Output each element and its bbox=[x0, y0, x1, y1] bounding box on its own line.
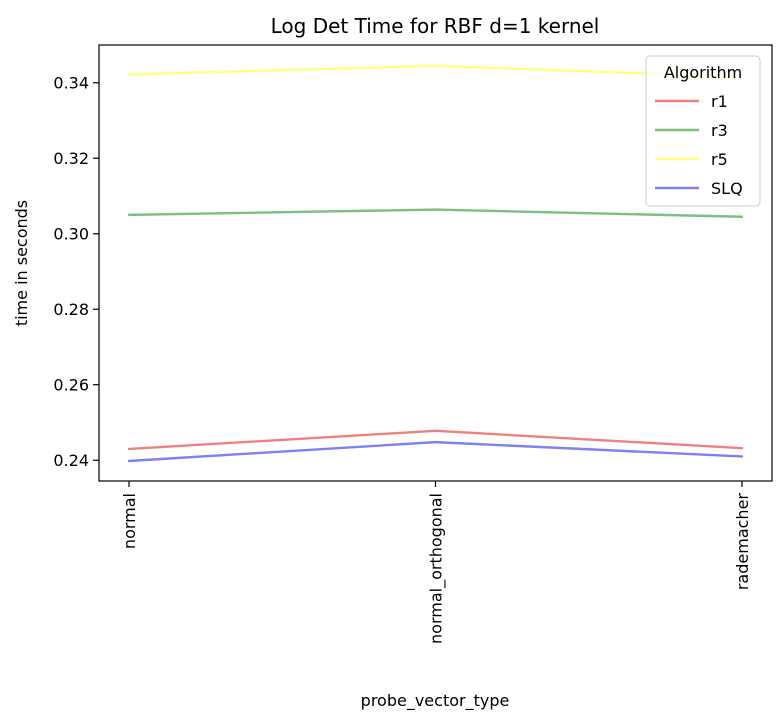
legend-label-r3: r3 bbox=[711, 121, 728, 140]
legend-title: Algorithm bbox=[664, 63, 742, 82]
legend-label-r5: r5 bbox=[711, 150, 728, 169]
series-line-slq bbox=[127, 440, 744, 463]
series-line-r5 bbox=[127, 64, 744, 79]
x-tick-label: normal_orthogonal bbox=[427, 493, 447, 644]
y-axis-label: time in seconds bbox=[12, 200, 31, 326]
y-tick-label: 0.34 bbox=[53, 74, 89, 93]
y-tick-label: 0.28 bbox=[53, 300, 89, 319]
x-tick-label: normal bbox=[120, 493, 139, 549]
chart-title: Log Det Time for RBF d=1 kernel bbox=[271, 14, 600, 38]
x-axis: normal normal_orthogonal rademacher bbox=[120, 481, 752, 644]
y-tick-label: 0.30 bbox=[53, 225, 89, 244]
series-line-r3 bbox=[127, 208, 744, 218]
y-tick-label: 0.26 bbox=[53, 376, 89, 395]
legend-label-slq: SLQ bbox=[711, 179, 743, 198]
legend-box bbox=[645, 55, 761, 207]
x-tick-label: rademacher bbox=[733, 493, 752, 591]
series-layer bbox=[127, 64, 744, 463]
legend: Algorithm r1 r3 r5 SLQ bbox=[645, 55, 761, 207]
x-axis-label: probe_vector_type bbox=[361, 691, 510, 711]
series-line-r1 bbox=[127, 429, 744, 451]
y-axis: 0.24 0.26 0.28 0.30 0.32 0.34 bbox=[53, 74, 99, 470]
y-tick-label: 0.24 bbox=[53, 451, 89, 470]
legend-label-r1: r1 bbox=[711, 92, 728, 111]
legend-entries: r1 r3 r5 SLQ bbox=[655, 92, 743, 198]
y-tick-label: 0.32 bbox=[53, 149, 89, 168]
